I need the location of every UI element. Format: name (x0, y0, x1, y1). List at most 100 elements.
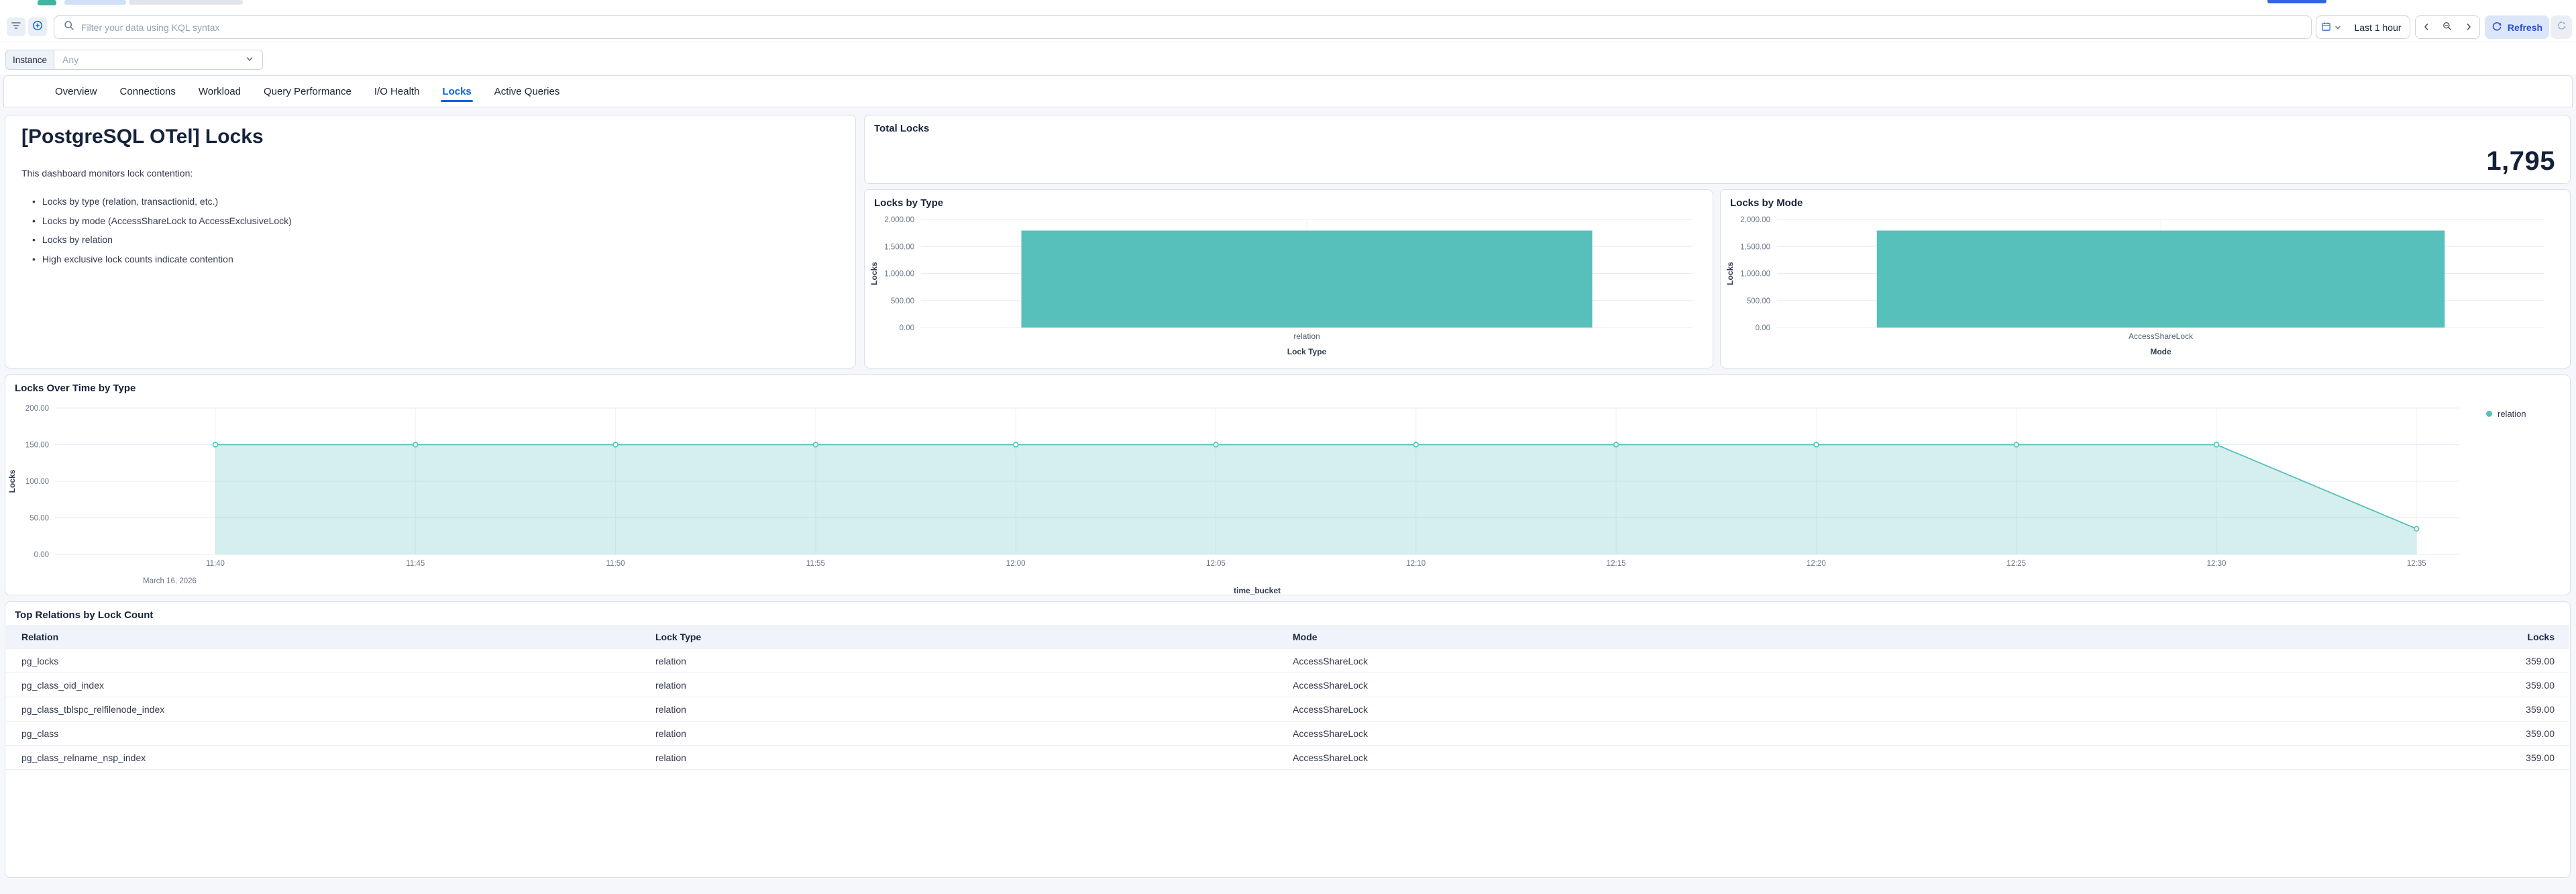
panel-title: Top Relations by Lock Count (15, 609, 154, 621)
cell-relation: pg_class_relname_nsp_index (21, 752, 146, 763)
column-header-mode[interactable]: Mode (1293, 632, 1318, 642)
auto-refresh-button[interactable] (2551, 15, 2572, 39)
dashboard-controls-row: Instance Any (0, 42, 2576, 74)
svg-text:relation: relation (1293, 332, 1320, 341)
cell-relation: pg_class_tblspc_relfilenode_index (21, 704, 165, 715)
cell-locks: 359.00 (2526, 752, 2555, 763)
markdown-panel: [PostgreSQL OTel] Locks This dashboard m… (5, 115, 856, 368)
svg-text:12:10: 12:10 (1406, 560, 1426, 568)
time-zoom-out-button[interactable] (2436, 15, 2459, 39)
cell-locks: 359.00 (2526, 728, 2555, 739)
tab-i-o-health[interactable]: I/O Health (374, 85, 420, 97)
tab-workload[interactable]: Workload (198, 85, 241, 97)
cell-locks: 359.00 (2526, 704, 2555, 715)
cell-mode: AccessShareLock (1293, 752, 1368, 763)
panel-title: Locks by Type (874, 197, 944, 209)
cell-mode: AccessShareLock (1293, 728, 1368, 739)
calendar-icon (2321, 21, 2331, 34)
search-input[interactable] (81, 21, 2311, 33)
column-header-lock-type[interactable]: Lock Type (655, 632, 702, 642)
tab-locks[interactable]: Locks (433, 76, 480, 107)
search-icon (64, 20, 74, 34)
svg-text:time_bucket: time_bucket (1234, 586, 1281, 595)
cell-lock-type: relation (655, 728, 686, 739)
svg-text:12:15: 12:15 (1607, 560, 1626, 568)
browser-chrome-strip (0, 0, 2576, 11)
panel-title: Locks Over Time by Type (15, 383, 136, 394)
svg-text:1,000.00: 1,000.00 (884, 270, 914, 279)
time-range-label: Last 1 hour (2354, 21, 2402, 33)
browser-tab-shape (129, 0, 243, 5)
cell-relation: pg_class (21, 728, 59, 739)
total-locks-panel: Total Locks 1,795 (864, 115, 2571, 184)
date-picker-calendar-button[interactable] (2316, 15, 2347, 39)
svg-text:1,500.00: 1,500.00 (1740, 243, 1770, 251)
tab-overview[interactable]: Overview (55, 85, 97, 97)
cell-mode: AccessShareLock (1293, 680, 1368, 691)
svg-text:12:30: 12:30 (2207, 560, 2226, 568)
legend-item-relation[interactable]: relation (2486, 409, 2526, 419)
svg-text:Locks: Locks (1725, 262, 1735, 285)
time-forward-button[interactable] (2458, 15, 2480, 39)
search-toolbar: Last 1 hour Refresh (0, 11, 2576, 42)
column-header-relation[interactable]: Relation (21, 632, 59, 642)
instance-select[interactable]: Instance Any (5, 50, 263, 70)
tab-connections[interactable]: Connections (119, 85, 176, 97)
locks-over-time-panel: Locks Over Time by Type 0.00 50.00 100.00 1… (5, 375, 2571, 595)
browser-tab-shape-active (64, 0, 126, 5)
cell-relation: pg_locks (21, 656, 59, 666)
zoom-out-icon (2443, 21, 2452, 33)
cell-mode: AccessShareLock (1293, 704, 1368, 715)
svg-text:12:20: 12:20 (1807, 560, 1826, 568)
markdown-title: [PostgreSQL OTel] Locks (21, 126, 264, 148)
svg-text:11:45: 11:45 (406, 560, 425, 568)
svg-text:12:25: 12:25 (2006, 560, 2026, 568)
svg-text:Locks: Locks (869, 262, 879, 285)
table-row: pg_class relation AccessShareLock 359.00 (6, 722, 2569, 746)
kql-search-bar (54, 15, 2312, 39)
plus-circle-icon (32, 20, 43, 34)
tab-active-queries[interactable]: Active Queries (494, 85, 560, 97)
panel-title: Total Locks (874, 123, 930, 134)
locks-by-type-panel: Locks by Type 0.00 500.00 1,000.00 1,500.00… (864, 189, 1713, 368)
add-filter-button[interactable] (28, 17, 47, 36)
svg-text:12:35: 12:35 (2407, 560, 2426, 568)
filter-menu-button[interactable] (7, 17, 25, 36)
refresh-button[interactable]: Refresh (2485, 15, 2549, 39)
svg-text:0.00: 0.00 (34, 551, 49, 559)
table-row: pg_class_tblspc_relfilenode_index relatio… (6, 697, 2569, 722)
time-range-button[interactable]: Last 1 hour (2346, 15, 2410, 39)
svg-text:11:55: 11:55 (806, 560, 825, 568)
table-row: pg_class_oid_index relation AccessShareLoc… (6, 673, 2569, 697)
table-header-row: Relation Lock Type Mode Locks (6, 625, 2569, 649)
svg-text:12:05: 12:05 (1206, 560, 1226, 568)
locks-by-type-chart-canvas: 0.00 500.00 1,000.00 1,500.00 2,000.00 relati… (869, 216, 1693, 356)
svg-text:Lock Type: Lock Type (1287, 347, 1327, 356)
svg-text:11:50: 11:50 (606, 560, 625, 568)
instance-value: Any (62, 54, 79, 65)
markdown-bullet-list: Locks by type (relation, transactionid, … (32, 196, 292, 272)
panel-title: Locks by Mode (1730, 197, 1803, 209)
cell-lock-type: relation (655, 704, 686, 715)
column-header-locks[interactable]: Locks (2527, 632, 2555, 642)
svg-text:0.00: 0.00 (1756, 324, 1770, 332)
markdown-bullet: Locks by mode (AccessShareLock to Access… (32, 215, 292, 226)
markdown-bullet: Locks by relation (32, 234, 292, 245)
svg-text:March 16, 2026: March 16, 2026 (143, 577, 197, 585)
refresh-icon (2491, 21, 2502, 34)
chevron-right-icon (2465, 22, 2473, 33)
markdown-intro: This dashboard monitors lock contention: (21, 168, 193, 179)
svg-text:150.00: 150.00 (25, 442, 49, 450)
time-back-button[interactable] (2415, 15, 2437, 39)
svg-text:0.00: 0.00 (900, 324, 914, 332)
chevron-down-icon (2334, 22, 2341, 33)
refresh-label: Refresh (2507, 21, 2543, 33)
locks-over-time-chart-canvas: 0.00 50.00 100.00 150.00 200.00 11:40 11:45 11:… (7, 405, 2459, 595)
tab-query-performance[interactable]: Query Performance (264, 85, 352, 97)
legend-label: relation (2498, 409, 2526, 419)
svg-text:2,000.00: 2,000.00 (1740, 216, 1770, 224)
svg-text:50.00: 50.00 (30, 515, 49, 523)
cell-relation: pg_class_oid_index (21, 680, 104, 691)
svg-text:Mode: Mode (2150, 347, 2171, 356)
legend-dot (2486, 411, 2492, 417)
